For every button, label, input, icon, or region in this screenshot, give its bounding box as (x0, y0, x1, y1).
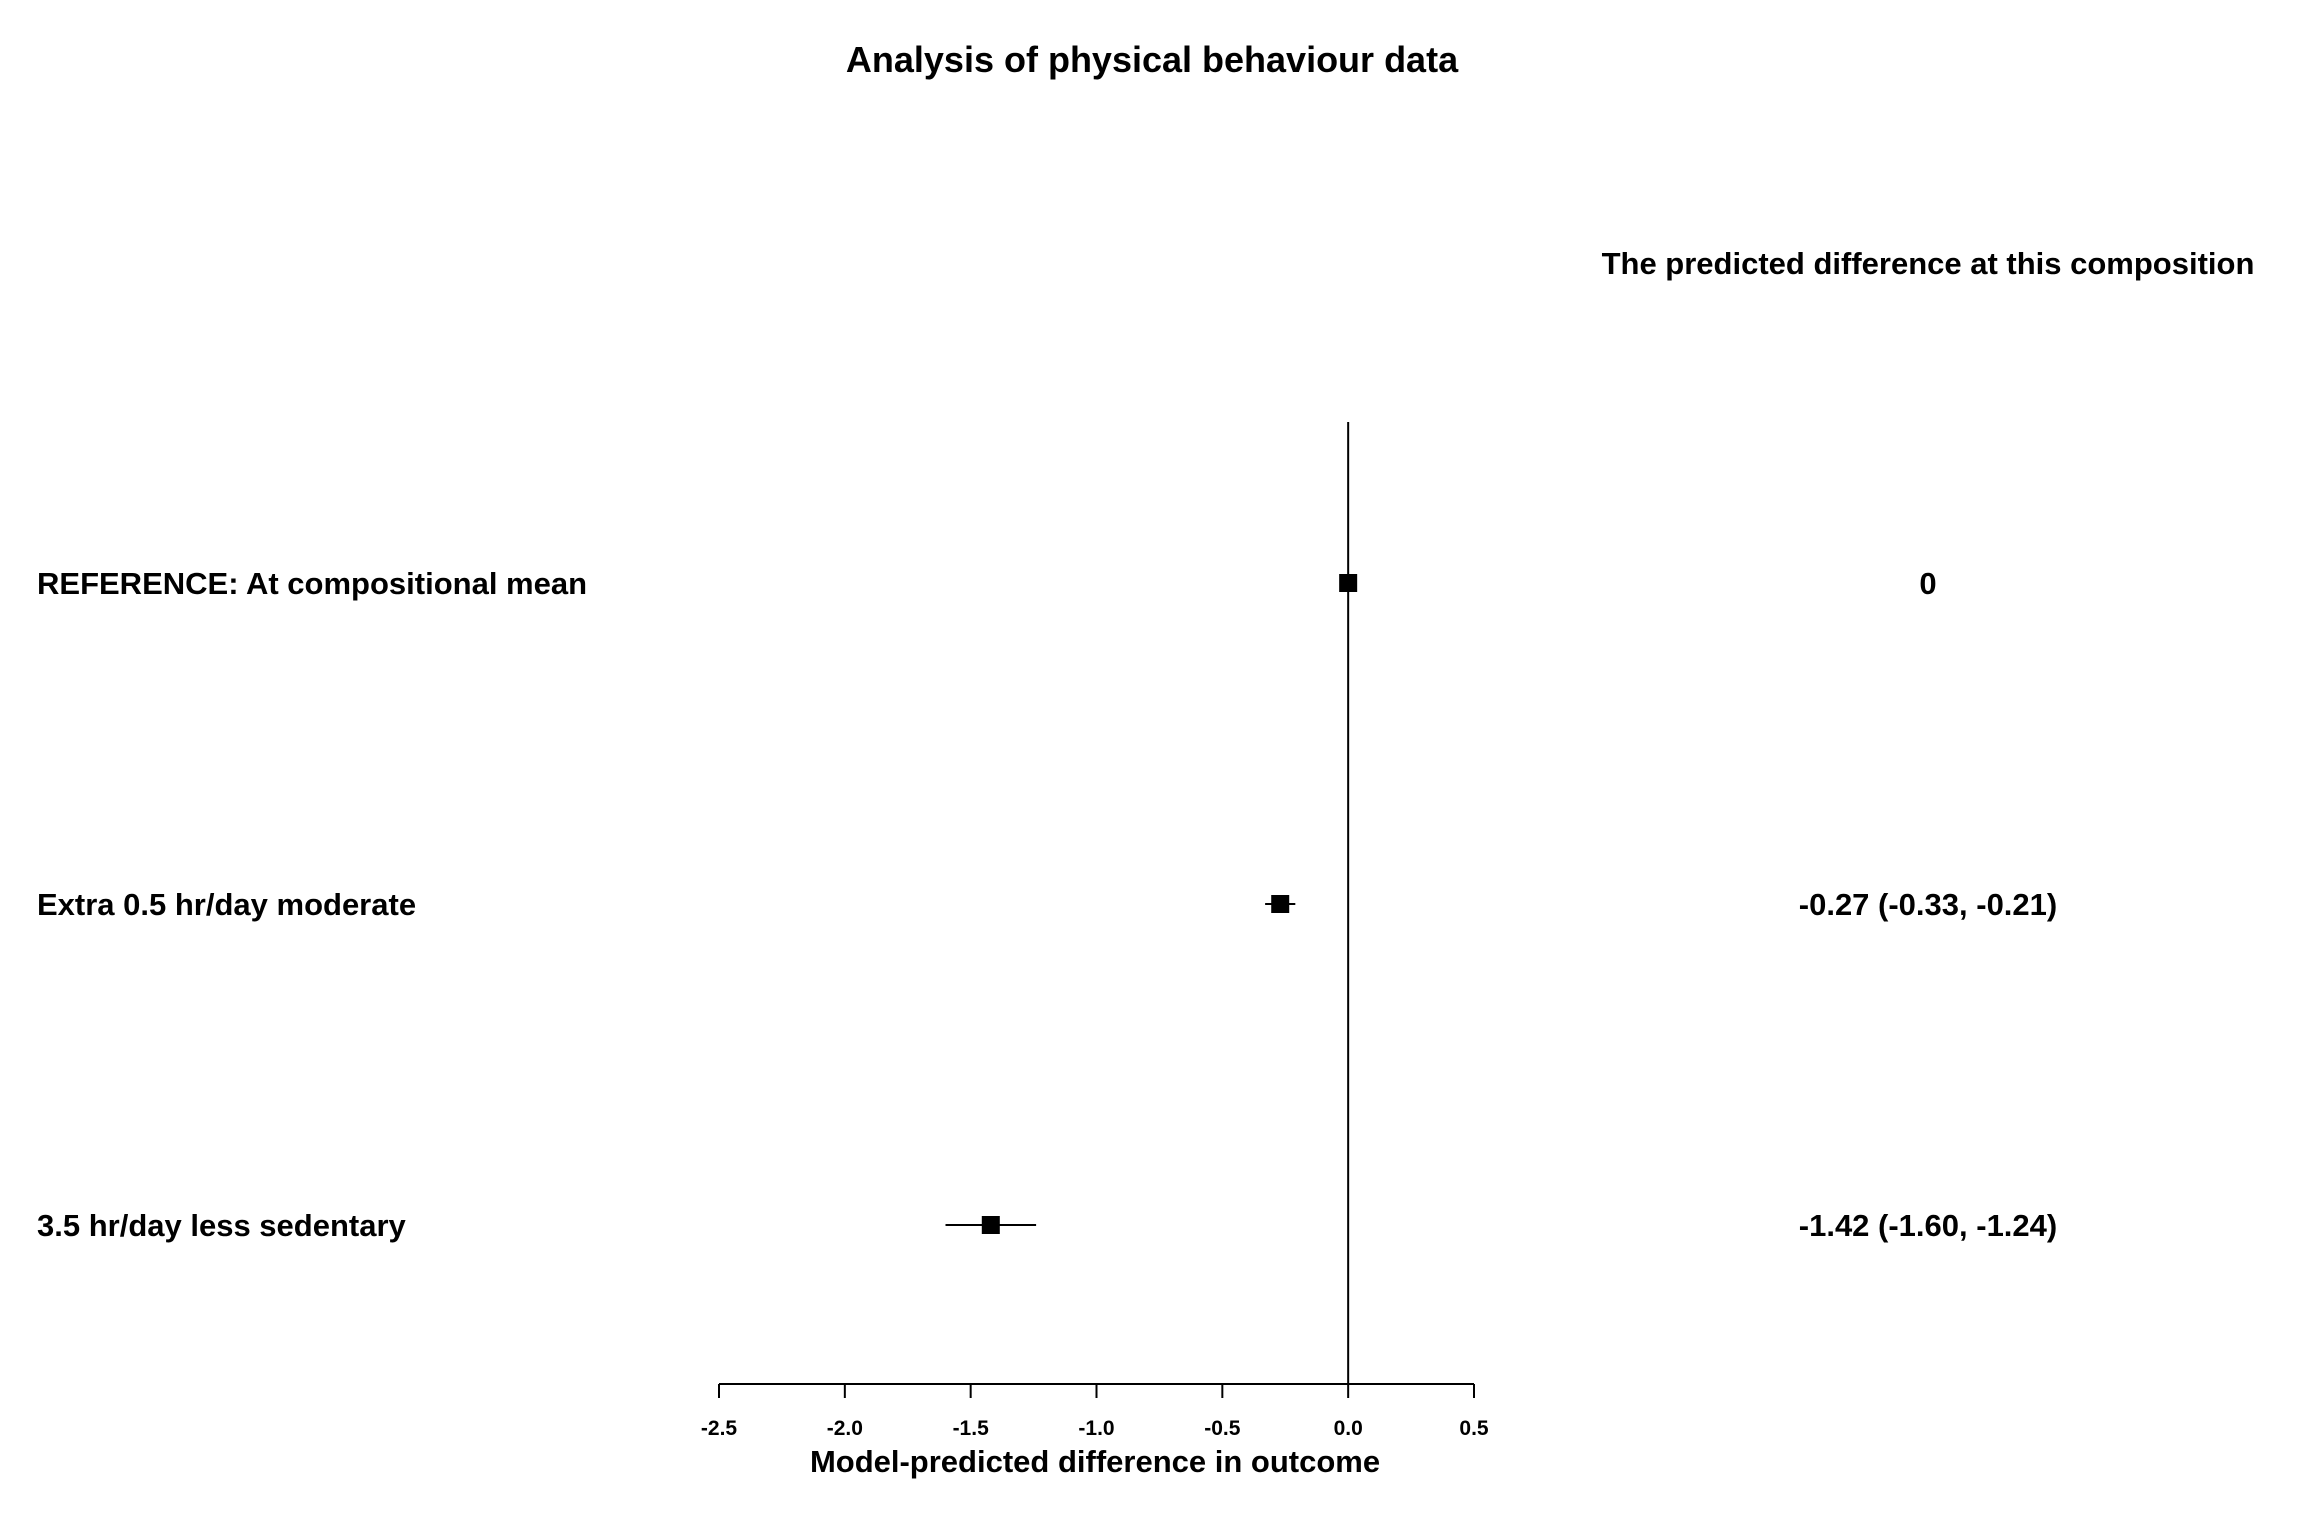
x-tick-label: -2.0 (827, 1417, 863, 1440)
x-tick-label: -1.0 (1078, 1417, 1114, 1440)
chart-title: Analysis of physical behaviour data (846, 39, 1459, 80)
x-axis-label: Model-predicted difference in outcome (810, 1444, 1380, 1479)
x-tick-label: 0.5 (1459, 1417, 1489, 1440)
row-label: 3.5 hr/day less sedentary (37, 1208, 407, 1243)
estimate-text: 0 (1919, 566, 1936, 601)
estimate-text: -1.42 (-1.60, -1.24) (1799, 1208, 2057, 1243)
row-label: REFERENCE: At compositional mean (37, 566, 587, 601)
estimate-text: -0.27 (-0.33, -0.21) (1799, 887, 2057, 922)
point-estimate-marker (1271, 895, 1290, 913)
estimate-column-header: The predicted difference at this composi… (1602, 246, 2255, 281)
x-tick-label: -2.5 (701, 1417, 738, 1440)
row-label: Extra 0.5 hr/day moderate (37, 887, 416, 922)
point-estimate-marker (981, 1216, 1000, 1234)
x-tick-label: 0.0 (1334, 1417, 1363, 1440)
plot-area: -2.5 -2.0 -1.5 -1.0 -0.5 0.0 0.5 REFERENCE: At … (37, 422, 2057, 1440)
x-tick-label: -0.5 (1204, 1417, 1241, 1440)
x-tick-label: -1.5 (953, 1417, 990, 1440)
point-estimate-marker (1339, 574, 1358, 592)
